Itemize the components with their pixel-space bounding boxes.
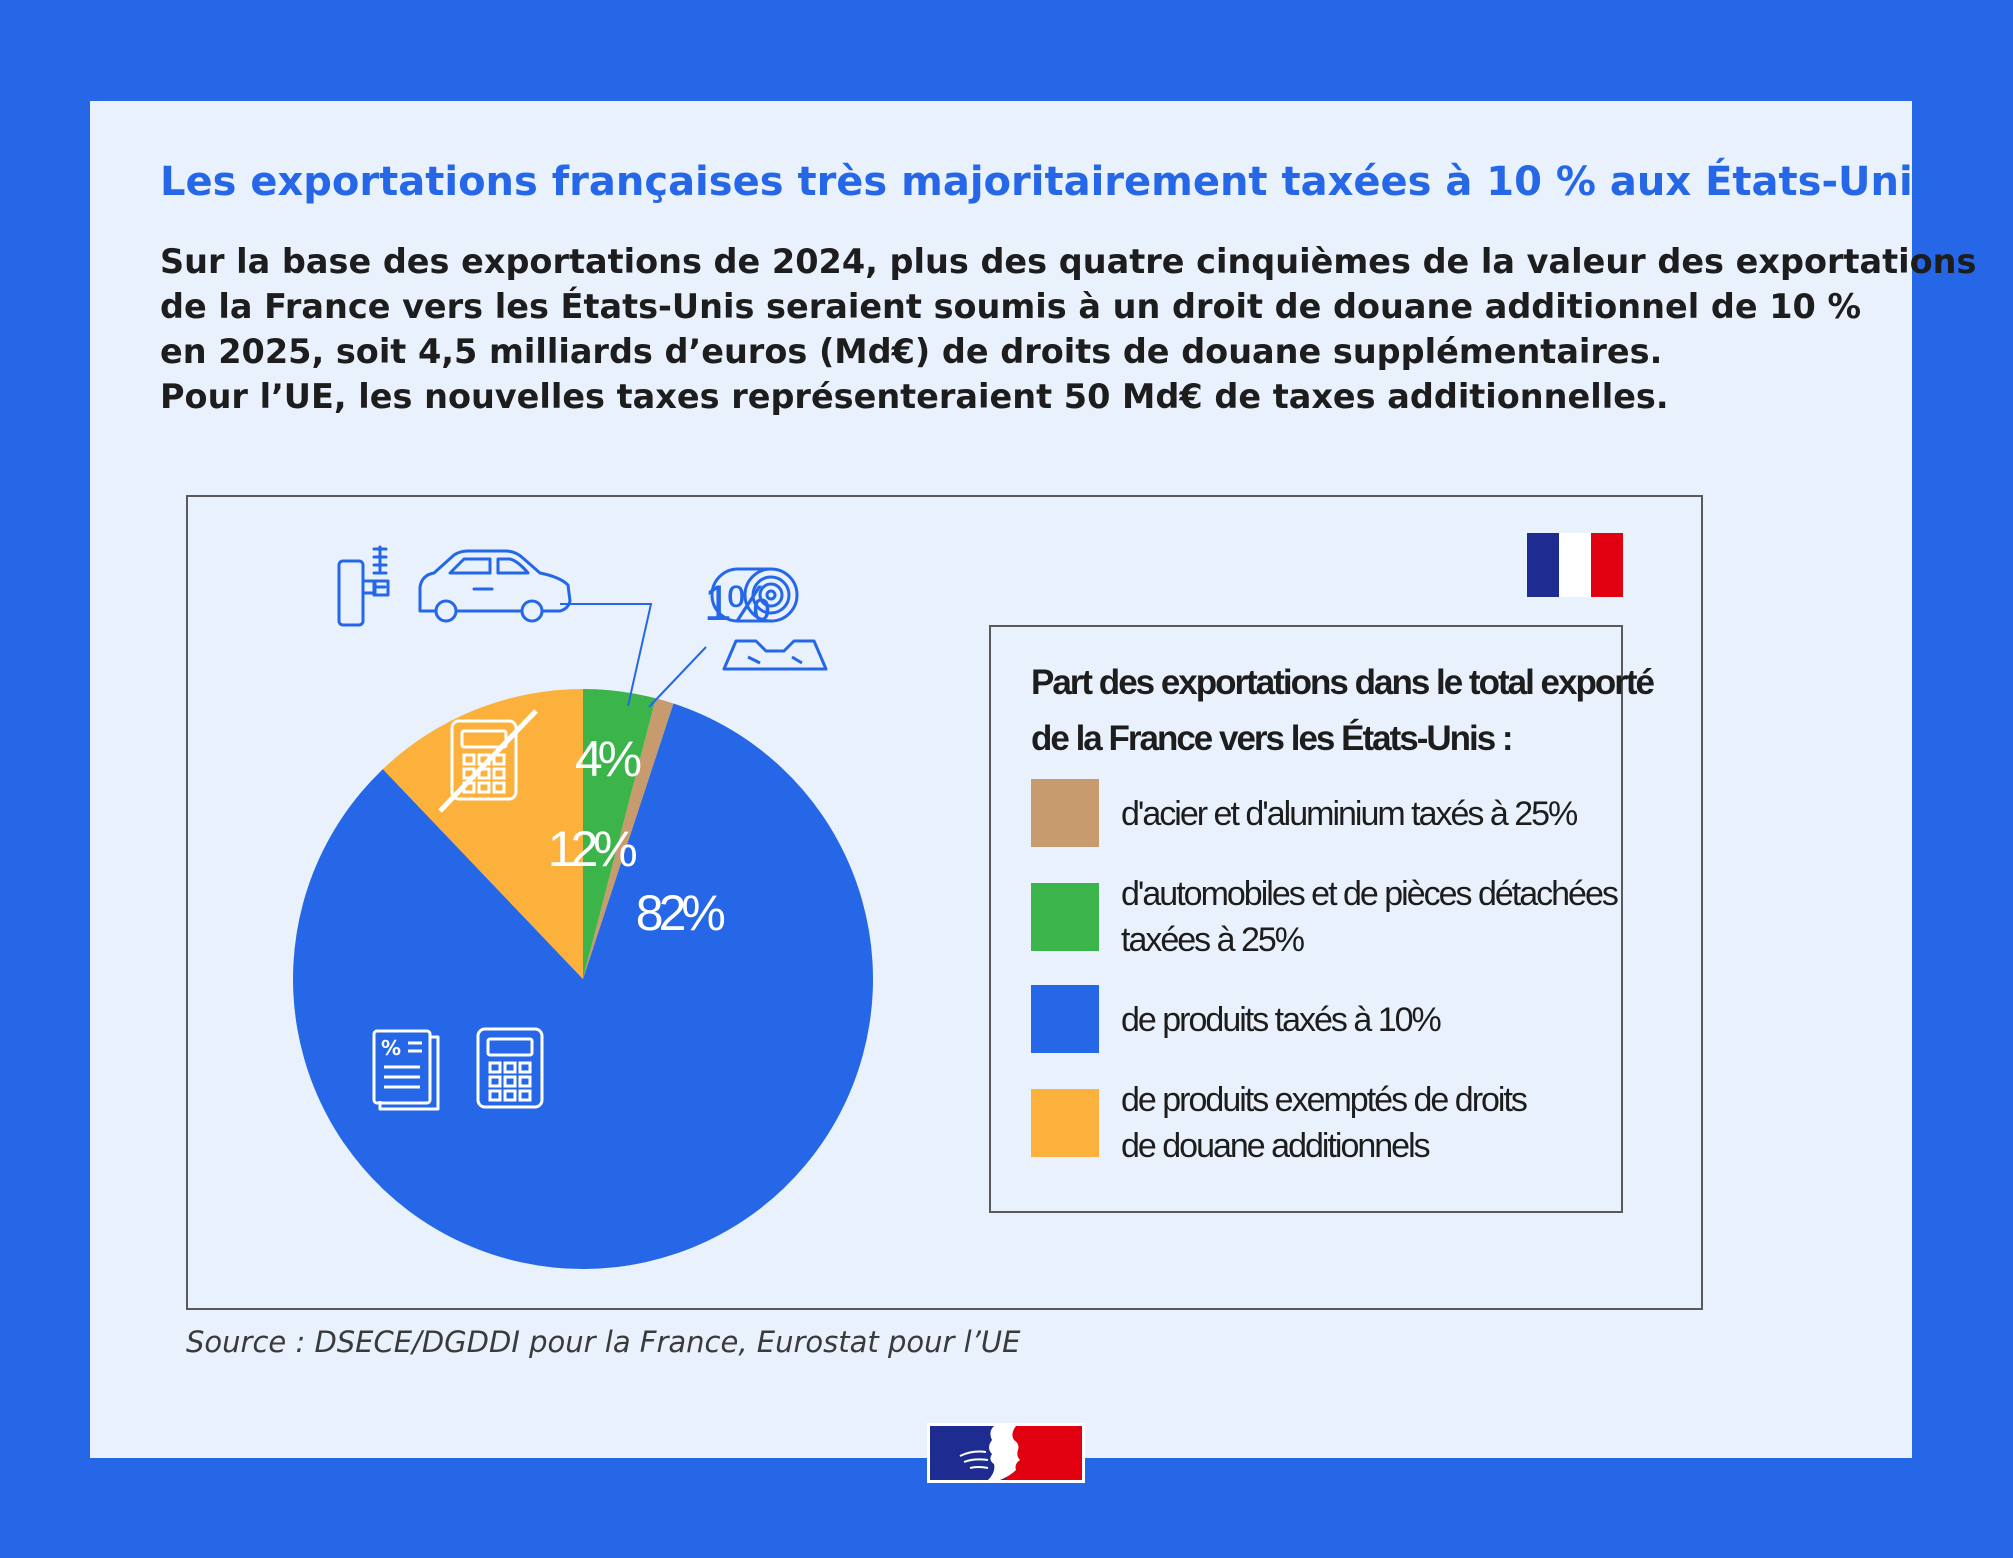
svg-text:%: % xyxy=(381,1036,401,1060)
flag-band-blue xyxy=(1527,533,1559,597)
marianne-emblem xyxy=(930,1426,1082,1480)
pie-slices xyxy=(293,689,874,1270)
chart-box: % 4% 1% 82% 12% Part des exportations da… xyxy=(186,495,1703,1310)
flag-band-red xyxy=(1591,533,1623,597)
page-title: Les exportations françaises très majorit… xyxy=(160,159,1937,205)
legend-swatch-automobiles xyxy=(1031,883,1099,951)
flag-band-white xyxy=(1559,533,1591,597)
slice-label-automobiles: 4% xyxy=(574,731,642,787)
intro-line: de la France vers les États-Unis seraien… xyxy=(160,287,1862,326)
pie-slice-steel xyxy=(583,698,674,979)
legend-label: d'acier et d'aluminium taxés à 25% xyxy=(1121,795,1578,833)
intro-line: en 2025, soit 4,5 milliards d’euros (Md€… xyxy=(160,332,1663,371)
legend-swatch-steel xyxy=(1031,779,1099,847)
car-icon xyxy=(418,549,572,623)
source-note: Source : DSECE/DGDDI pour la France, Eur… xyxy=(186,1325,1021,1359)
legend-label: d'automobiles et de pièces détachées xyxy=(1121,875,1619,913)
legend-label: de douane additionnels xyxy=(1121,1127,1431,1165)
intro-line: Pour l’UE, les nouvelles taxes représent… xyxy=(160,377,1669,416)
car-part-icon xyxy=(337,545,390,627)
french-flag-icon xyxy=(1527,533,1623,597)
calculator-icon xyxy=(476,1027,544,1109)
slice-label-exempt: 12% xyxy=(547,820,638,877)
pie-slice-exempt xyxy=(382,689,583,979)
slice-label-taxed-10: 82% xyxy=(635,884,726,941)
legend-title-line: Part des exportations dans le total expo… xyxy=(1031,663,1655,702)
slice-label-steel: 1% xyxy=(703,575,771,631)
legend-title: Part des exportations dans le total expo… xyxy=(1031,655,1655,767)
marianne-logo xyxy=(927,1423,1085,1483)
legend-swatch-exempt xyxy=(1031,1089,1099,1157)
metal-coil-icon xyxy=(710,567,799,623)
metal-sheet-icon xyxy=(722,639,828,671)
legend-title-line: de la France vers les États-Unis : xyxy=(1031,719,1514,758)
tax-document-icon: % xyxy=(372,1029,440,1111)
legend-label: de produits taxés à 10% xyxy=(1121,1001,1442,1039)
legend-swatch-taxed-10 xyxy=(1031,985,1099,1053)
legend-label: de produits exemptés de droits xyxy=(1121,1081,1528,1119)
legend-label: taxées à 25% xyxy=(1121,921,1305,959)
legend: Part des exportations dans le total expo… xyxy=(989,625,1655,1213)
pie-slice-taxed10 xyxy=(293,703,874,1270)
pie-chart: % xyxy=(293,545,874,1270)
automobile-leader-line xyxy=(560,603,653,707)
steel-leader-line xyxy=(648,646,707,708)
infographic-panel: Les exportations françaises très majorit… xyxy=(90,101,1977,1458)
intro-text: Sur la base des exportations de 2024, pl… xyxy=(160,239,1977,419)
intro-line: Sur la base des exportations de 2024, pl… xyxy=(160,242,1977,281)
calculator-crossed-icon xyxy=(438,709,538,813)
pie-slice-automobiles xyxy=(583,689,656,979)
